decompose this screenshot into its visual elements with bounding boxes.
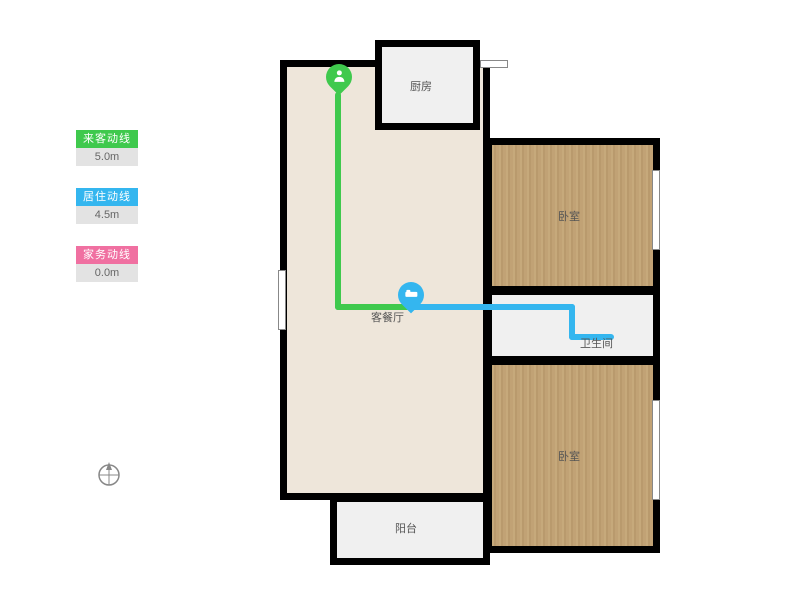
floor-plan: 厨房 卧室 卧室 阳台 客餐厅 卫生间 <box>280 30 680 570</box>
legend-label-chores: 家务动线 <box>76 246 138 264</box>
person-icon <box>332 69 346 86</box>
path-living-h2 <box>569 334 614 340</box>
room-balcony <box>330 495 490 565</box>
legend-value-living: 4.5m <box>76 206 138 224</box>
legend-item-living: 居住动线 4.5m <box>76 188 138 224</box>
room-bedroom1 <box>485 138 660 293</box>
notch-1 <box>480 60 508 68</box>
living-seam-cover <box>287 173 483 187</box>
bed-icon <box>404 287 418 304</box>
notch-3 <box>652 400 660 500</box>
legend-value-guest: 5.0m <box>76 148 138 166</box>
legend-item-chores: 家务动线 0.0m <box>76 246 138 282</box>
legend-value-chores: 0.0m <box>76 264 138 282</box>
notch-2 <box>652 170 660 250</box>
path-guest-v <box>335 92 341 310</box>
room-kitchen <box>375 40 480 130</box>
room-bedroom2 <box>485 358 660 553</box>
legend-item-guest: 来客动线 5.0m <box>76 130 138 166</box>
path-living-h1 <box>410 304 575 310</box>
legend: 来客动线 5.0m 居住动线 4.5m 家务动线 0.0m <box>76 130 138 304</box>
legend-label-living: 居住动线 <box>76 188 138 206</box>
notch-4 <box>278 270 286 330</box>
legend-label-guest: 来客动线 <box>76 130 138 148</box>
compass-icon <box>94 460 124 490</box>
